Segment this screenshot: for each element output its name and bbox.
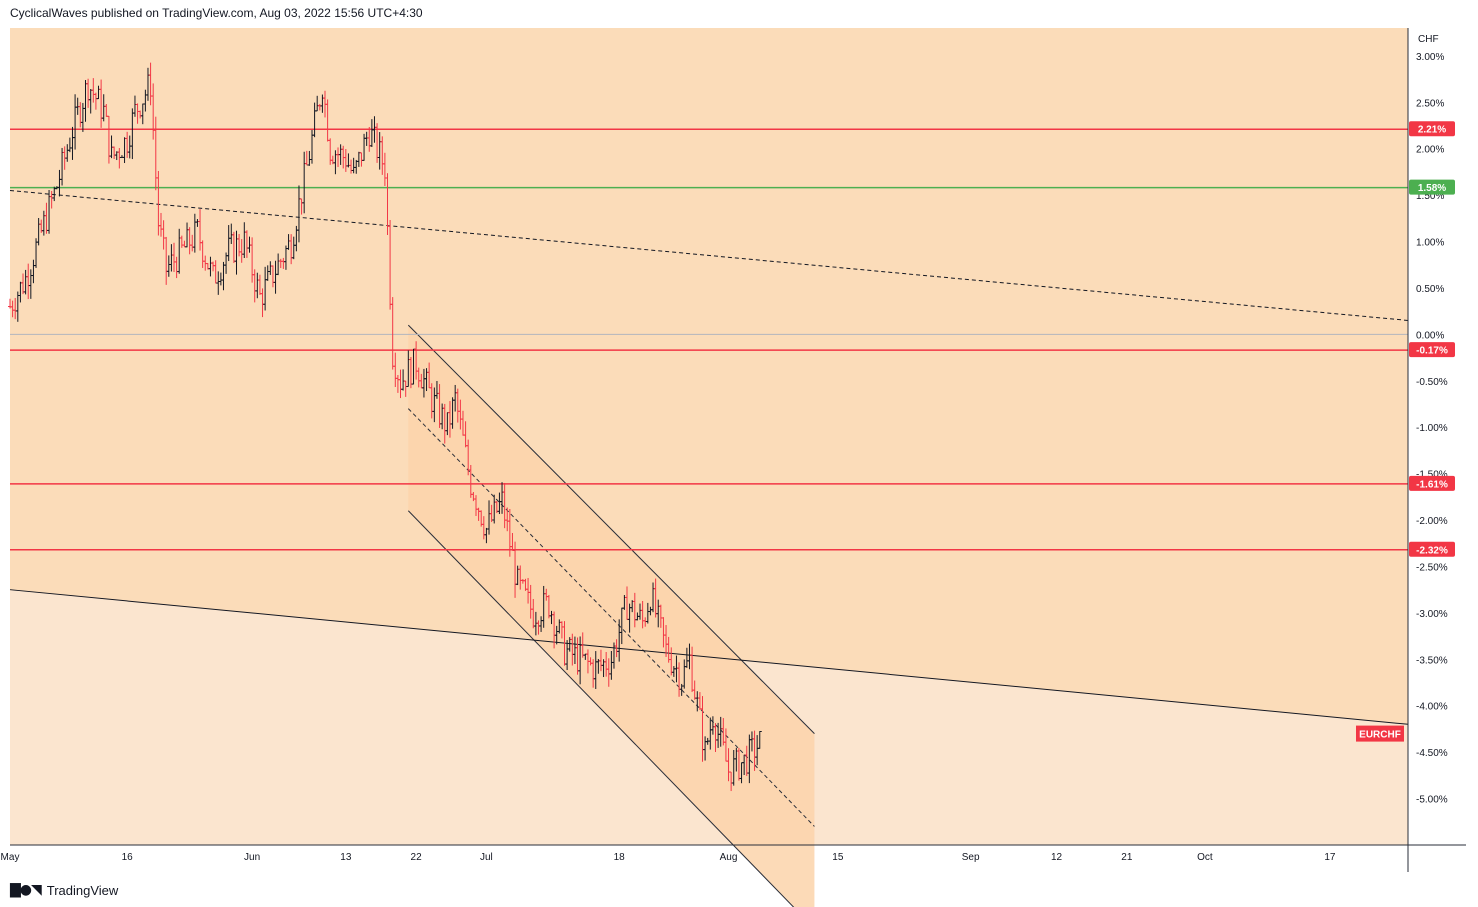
time-tick-label: 13 xyxy=(340,852,352,863)
currency-unit-label: CHF xyxy=(1418,34,1439,45)
price-tick-label: 2.50% xyxy=(1416,98,1444,109)
time-tick-label: May xyxy=(1,852,20,863)
time-tick-label: 22 xyxy=(411,852,423,863)
price-tick-label: 1.50% xyxy=(1416,191,1444,202)
symbol-tag-label: EURCHF xyxy=(1359,730,1401,741)
price-tick-label: -5.00% xyxy=(1416,795,1448,806)
price-tick-label: -4.00% xyxy=(1416,702,1448,713)
price-tick-label: -2.50% xyxy=(1416,562,1448,573)
time-tick-label: Aug xyxy=(720,852,738,863)
price-axis-background xyxy=(1408,28,1466,845)
price-tag-label: 2.21% xyxy=(1418,125,1446,136)
time-tick-label: 16 xyxy=(122,852,134,863)
price-tag-support xyxy=(1409,179,1455,195)
channel-upper-line xyxy=(407,324,815,734)
price-tag-resistance xyxy=(1409,342,1455,358)
price-tick-label: 0.50% xyxy=(1416,284,1444,295)
price-tick-label: -3.00% xyxy=(1416,609,1448,620)
price-tick-label: 3.00% xyxy=(1416,52,1444,63)
channel-lower-line xyxy=(407,510,795,907)
trend-line-solid xyxy=(9,589,1409,725)
time-tick-label: 21 xyxy=(1121,852,1133,863)
time-tick-label: Oct xyxy=(1197,852,1213,863)
price-tick-label: -3.50% xyxy=(1416,655,1448,666)
time-axis[interactable]: May 16 Jun 13 22 Jul 18 Aug 15 Sep 12 21 Oct 17 xyxy=(1,844,1466,863)
price-tick-label: -4.50% xyxy=(1416,748,1448,759)
price-tag-label: -2.32% xyxy=(1416,545,1448,556)
price-tag-resistance xyxy=(1409,121,1455,137)
price-tick-label: -1.00% xyxy=(1416,423,1448,434)
price-tags: 2.21% 1.58% -0.17% -1.61% -2.32% EURCHF xyxy=(1356,121,1455,742)
price-axis[interactable]: CHF 3.00% 2.50% 2.00% 1.50% 1.00% 0.50% 0.00% -0… xyxy=(1407,28,1466,872)
channel-fill xyxy=(408,325,815,907)
price-tag-label: -0.17% xyxy=(1416,346,1448,357)
time-tick-label: Jul xyxy=(480,852,493,863)
price-tick-label: -1.50% xyxy=(1416,470,1448,481)
price-tag-resistance xyxy=(1409,475,1455,491)
time-tick-label: 18 xyxy=(614,852,626,863)
price-tag-label: 1.58% xyxy=(1418,183,1446,194)
trend-line-dashed xyxy=(9,189,1409,321)
price-tick-label: 0.00% xyxy=(1416,330,1444,341)
time-tick-label: Sep xyxy=(962,852,980,863)
time-tick-label: 17 xyxy=(1324,852,1336,863)
price-tick-label: -2.00% xyxy=(1416,516,1448,527)
time-tick-label: 15 xyxy=(832,852,844,863)
publisher-caption: CyclicalWaves published on TradingView.c… xyxy=(10,6,423,20)
price-tag-label: -1.61% xyxy=(1416,479,1448,490)
time-tick-label: Jun xyxy=(244,852,260,863)
horizontal-levels xyxy=(10,128,1408,551)
ohlc-bars xyxy=(8,62,762,792)
price-tag-resistance xyxy=(1409,541,1455,557)
time-tick-label: 12 xyxy=(1051,852,1063,863)
price-tick-label: -0.50% xyxy=(1416,377,1448,388)
price-tick-label: 1.00% xyxy=(1416,238,1444,249)
brand-name[interactable]: TradingView xyxy=(46,882,119,898)
symbol-tag xyxy=(1356,725,1404,742)
footer: ▇●◥ TradingView xyxy=(10,880,118,900)
trend-lines xyxy=(9,189,1409,725)
tradingview-logo-icon[interactable]: ▇●◥ xyxy=(10,882,42,898)
price-tick-label: 2.00% xyxy=(1416,145,1444,156)
